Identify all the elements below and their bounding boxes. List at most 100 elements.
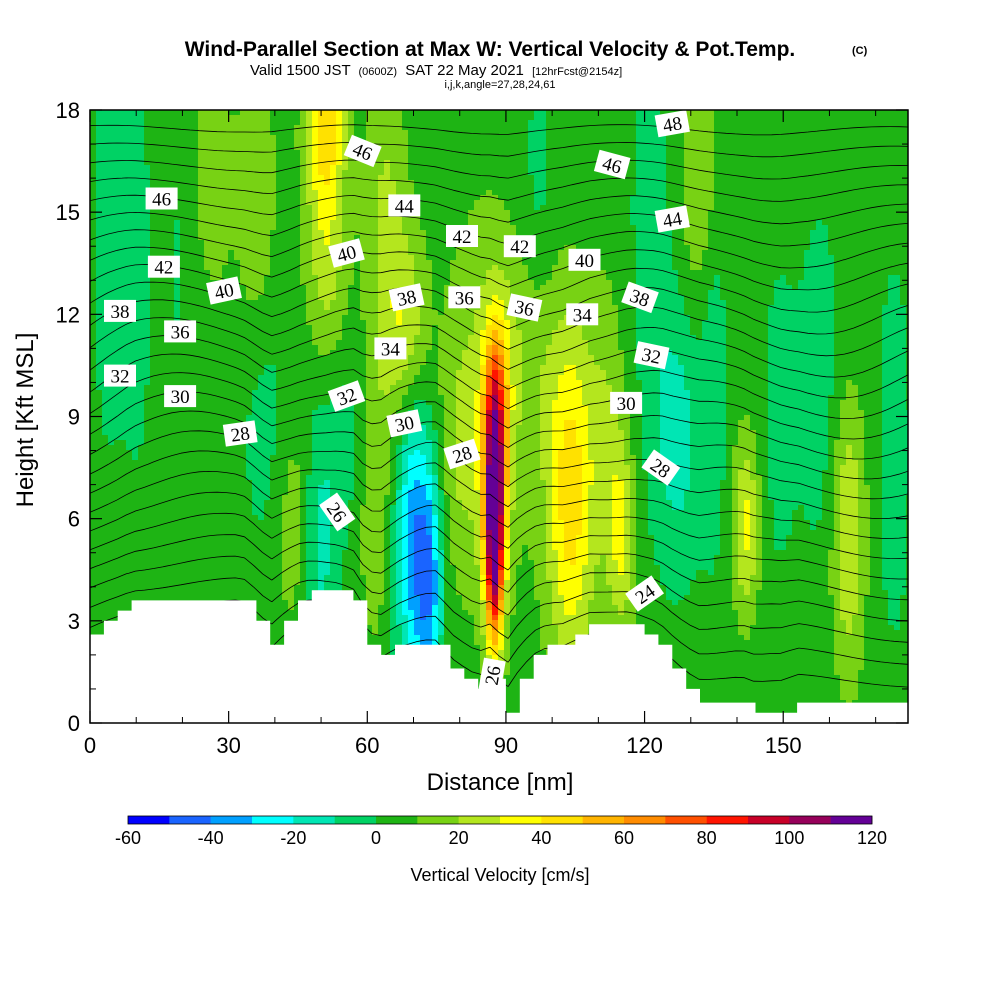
contour-label-text: 26 (482, 664, 506, 686)
contour-label-box (164, 320, 197, 343)
contour-label-box (641, 449, 681, 486)
contour-label-box (222, 420, 258, 447)
contour-label-box (343, 134, 382, 168)
colorbar-swatch (624, 816, 666, 824)
copyright-mark: (C) (852, 45, 868, 57)
contour-label-box (104, 299, 136, 322)
colorbar-swatch (500, 816, 542, 824)
colorbar-tick-label: -20 (280, 828, 306, 848)
colorbar-swatch (541, 816, 583, 824)
contour-label-box (145, 187, 178, 210)
contour-label-box (206, 276, 242, 305)
colorbar-swatch (334, 816, 377, 824)
contour-label: 26 (478, 657, 506, 693)
colorbar-swatch (128, 816, 170, 824)
contour-label-text: 36 (455, 288, 474, 309)
contour-label: 46 (593, 149, 631, 180)
contour-label-box (319, 492, 356, 532)
contour-label-box (147, 255, 180, 278)
colorbar-swatch (458, 816, 501, 824)
colorbar-tick-label: 0 (371, 828, 381, 848)
colorbar-swatch (293, 816, 335, 824)
x-tick-label: 30 (216, 733, 240, 758)
colorbar-swatch (376, 816, 418, 824)
terrain (90, 590, 908, 723)
contour-label-box (568, 248, 601, 271)
contour-label-box (633, 341, 670, 370)
contour-label-box (478, 657, 506, 693)
contour-label-box (388, 283, 425, 312)
contour-label-text: 46 (600, 153, 624, 178)
contour-label: 38 (388, 283, 425, 312)
colorbar-frame (127, 815, 873, 825)
contour-label-box (654, 205, 690, 233)
contour-label-box (593, 149, 631, 180)
terrain-mask (90, 590, 908, 723)
contour-label-box (503, 235, 536, 258)
contour-label: 44 (654, 205, 690, 233)
contour-label-text: 42 (453, 227, 472, 248)
contour-label: 42 (446, 225, 478, 248)
y-tick-label: 9 (68, 405, 80, 430)
x-tick-label: 150 (765, 733, 802, 758)
contour-label-text: 44 (395, 196, 415, 217)
contour-label: 40 (328, 238, 365, 268)
contour-label: 40 (568, 248, 601, 272)
valid-date: SAT 22 May 2021 (405, 62, 524, 79)
contour-label-box (446, 225, 478, 247)
contour-label: 32 (327, 380, 366, 412)
contour-label: 46 (145, 187, 178, 211)
colorbar-swatch (417, 816, 459, 824)
contour-label-text: 32 (640, 344, 663, 368)
y-tick-label: 6 (68, 507, 80, 532)
contour-label-text: 32 (111, 367, 130, 388)
y-axis-label: Height [Kft MSL] (12, 333, 39, 508)
contour-label-box (654, 109, 690, 138)
colorbar-swatch (582, 816, 625, 824)
contour-label-text: 40 (575, 251, 594, 272)
x-tick-label: 0 (84, 733, 96, 758)
contour-label-text: 40 (335, 242, 359, 267)
contour-label-text: 34 (381, 339, 401, 360)
contour-label: 44 (388, 194, 421, 217)
contour-label-box (164, 385, 197, 408)
contour-label-text: 30 (171, 387, 190, 408)
contour-label: 36 (506, 293, 543, 322)
colorbar-swatch (665, 816, 707, 824)
colorbar-swatch (830, 816, 873, 824)
contour-label-text: 38 (395, 287, 418, 311)
contour-label: 30 (164, 385, 197, 408)
contour-label: 32 (104, 364, 136, 388)
contour-label: 48 (654, 109, 690, 138)
y-tick-label: 3 (68, 609, 80, 634)
contour-label-box (610, 391, 643, 414)
contour-label-box (448, 286, 481, 309)
chart-title: Wind-Parallel Section at Max W: Vertical… (185, 38, 796, 61)
colorbar-swatch (706, 816, 749, 824)
contour-label: 34 (566, 303, 599, 326)
contour-label-text: 36 (171, 322, 190, 343)
contour-label: 36 (448, 286, 481, 309)
x-axis-label: Distance [nm] (427, 769, 574, 796)
contour-label-text: 38 (111, 302, 130, 323)
y-tick-label: 18 (56, 98, 80, 123)
contour-label-box (506, 293, 543, 322)
contour-label: 30 (610, 391, 643, 415)
contour-label-box (566, 303, 599, 326)
colorbar-swatch (169, 816, 211, 824)
vertical-velocity-field (90, 110, 908, 723)
colorbar-tick-label: -40 (198, 828, 224, 848)
contour-label-box (386, 409, 423, 438)
y-tick-label: 12 (56, 302, 80, 327)
contour-label-box (104, 364, 136, 387)
contour-label-box (328, 238, 365, 268)
contour-label: 42 (503, 235, 536, 258)
contour-label: 32 (633, 341, 670, 370)
colorbar-tick-label: 80 (697, 828, 717, 848)
colorbar-tick-label: 100 (774, 828, 804, 848)
colorbar-tick-label: 40 (531, 828, 551, 848)
forecast-tag: [12hrFcst@2154z] (532, 66, 622, 78)
contour-label: 40 (206, 276, 242, 305)
colorbar-swatch (748, 816, 790, 824)
